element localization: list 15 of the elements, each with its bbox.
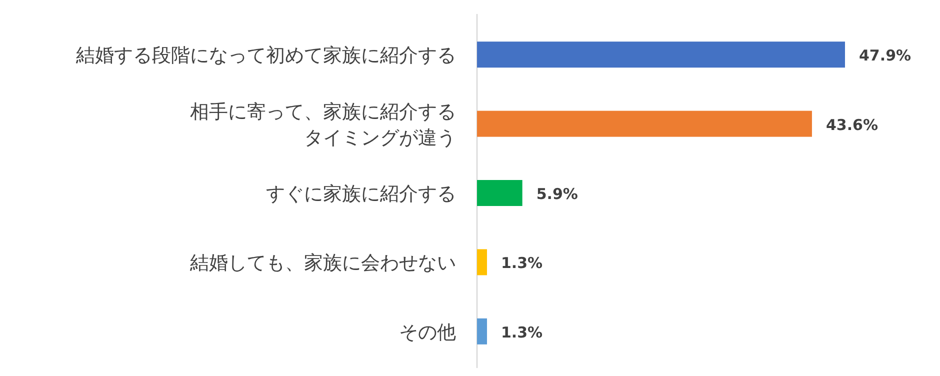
y-tick-label: 相手に寄って、家族に紹介するタイミングが違う bbox=[190, 100, 456, 149]
y-tick-label: 結婚する段階になって初めて家族に紹介する bbox=[75, 44, 456, 67]
data-label: 1.3% bbox=[500, 323, 543, 342]
bar bbox=[477, 318, 487, 344]
bar bbox=[477, 249, 487, 276]
y-tick-label: その他 bbox=[399, 321, 456, 344]
data-label: 47.9% bbox=[859, 46, 912, 65]
y-tick-label: 結婚しても、家族に会わせない bbox=[189, 252, 456, 274]
bar bbox=[477, 180, 522, 206]
bar bbox=[477, 110, 812, 137]
data-label: 43.6% bbox=[826, 116, 878, 134]
y-tick-label: すぐに家族に紹介する bbox=[266, 183, 456, 205]
bar bbox=[477, 42, 845, 68]
data-label: 5.9% bbox=[536, 185, 578, 203]
data-label: 1.3% bbox=[500, 254, 543, 272]
